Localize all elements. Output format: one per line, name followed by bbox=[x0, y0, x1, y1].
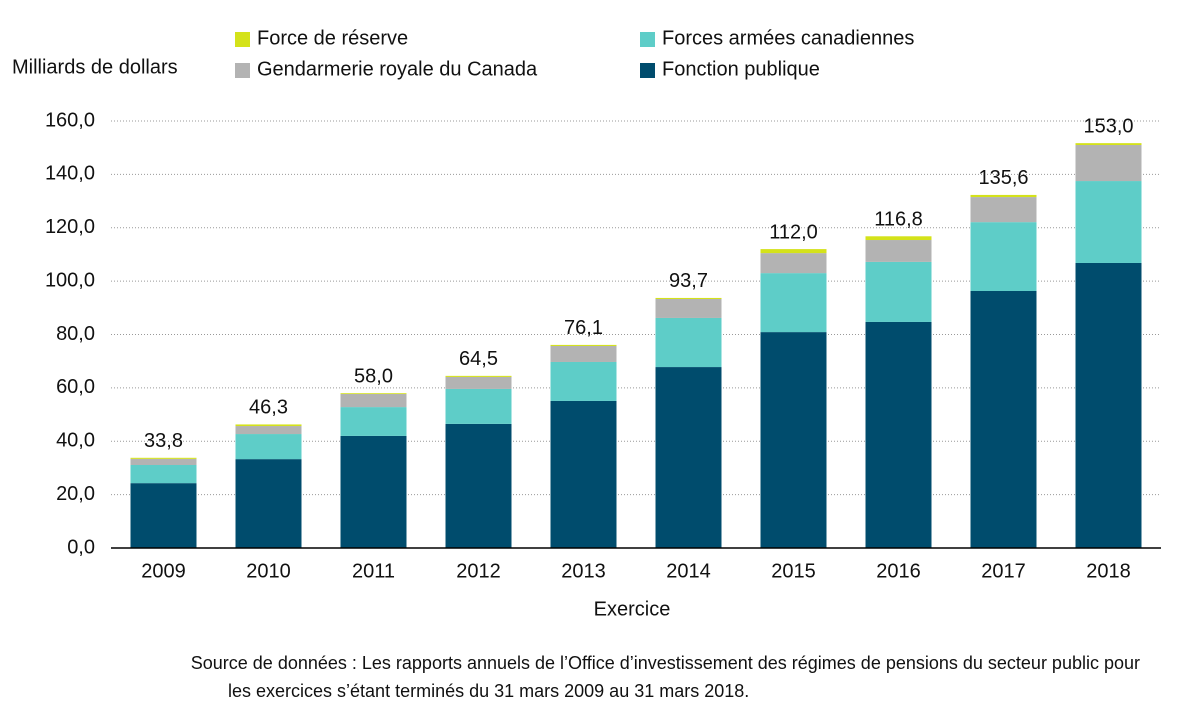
y-tick-label: 0,0 bbox=[67, 536, 95, 558]
legend-swatch bbox=[640, 32, 655, 47]
bar-segment bbox=[1075, 181, 1142, 263]
data-label: 153,0 bbox=[1083, 115, 1133, 137]
bar-segment bbox=[655, 299, 722, 318]
data-label: 76,1 bbox=[564, 317, 603, 339]
bar-segment bbox=[655, 297, 722, 300]
bar-segment bbox=[1075, 145, 1142, 182]
y-axis-label: Milliards de dollars bbox=[12, 56, 178, 78]
x-tick-label: 2012 bbox=[456, 560, 501, 582]
bar-segment bbox=[970, 222, 1037, 291]
data-label: 46,3 bbox=[249, 397, 288, 419]
bar-segment bbox=[970, 290, 1037, 548]
data-label: 58,0 bbox=[354, 365, 393, 387]
legend-swatch bbox=[235, 32, 250, 47]
bar-segment bbox=[235, 424, 302, 427]
bar-segment bbox=[655, 367, 722, 548]
bar-segment bbox=[1075, 143, 1142, 146]
bar-segment bbox=[235, 426, 302, 435]
bar-segment bbox=[235, 434, 302, 460]
y-tick-label: 100,0 bbox=[45, 269, 95, 291]
x-tick-label: 2017 bbox=[981, 560, 1026, 582]
legend-label: Fonction publique bbox=[662, 58, 820, 80]
bar-segment bbox=[865, 321, 932, 548]
bar-segment bbox=[550, 400, 617, 548]
x-tick-label: 2010 bbox=[246, 560, 291, 582]
data-label: 116,8 bbox=[874, 209, 923, 231]
x-axis-label: Exercice bbox=[594, 598, 671, 620]
y-tick-label: 40,0 bbox=[56, 430, 95, 452]
legend-swatch bbox=[640, 63, 655, 78]
bar-segment bbox=[760, 273, 827, 333]
y-tick-label: 160,0 bbox=[45, 109, 95, 131]
x-tick-label: 2014 bbox=[666, 560, 711, 582]
legend-label: Force de réserve bbox=[257, 27, 408, 49]
bar-segment bbox=[340, 393, 407, 395]
x-tick-label: 2018 bbox=[1086, 560, 1131, 582]
bar-segment bbox=[130, 465, 197, 484]
y-tick-label: 140,0 bbox=[45, 163, 95, 185]
bar-segment bbox=[130, 458, 197, 466]
bar-segment bbox=[550, 361, 617, 401]
bar-segment bbox=[445, 423, 512, 548]
x-tick-label: 2015 bbox=[771, 560, 816, 582]
legend-swatch bbox=[235, 63, 250, 78]
bar-segment bbox=[760, 249, 827, 254]
bar-segment bbox=[970, 194, 1037, 198]
source-note: Source de données : Les rapports annuels… bbox=[191, 653, 1140, 673]
bar-segment bbox=[655, 317, 722, 368]
data-label: 33,8 bbox=[144, 430, 183, 452]
source-note: les exercices s’étant terminés du 31 mar… bbox=[228, 681, 749, 701]
y-tick-label: 120,0 bbox=[45, 216, 95, 238]
data-label: 93,7 bbox=[669, 270, 708, 292]
legend-label: Gendarmerie royale du Canada bbox=[257, 58, 538, 80]
legend-label: Forces armées canadiennes bbox=[662, 27, 914, 49]
bar-segment bbox=[340, 394, 407, 408]
bar-segment bbox=[340, 435, 407, 548]
bar-segment bbox=[445, 376, 512, 389]
bar-segment bbox=[235, 459, 302, 548]
data-label: 64,5 bbox=[459, 348, 498, 370]
bar-segment bbox=[340, 407, 407, 436]
bar-segment bbox=[445, 388, 512, 424]
bar-segment bbox=[760, 332, 827, 548]
bar-segment bbox=[865, 236, 932, 241]
bar-segment bbox=[445, 375, 512, 377]
x-tick-label: 2013 bbox=[561, 560, 606, 582]
data-label: 112,0 bbox=[769, 221, 818, 243]
x-tick-label: 2009 bbox=[141, 560, 186, 582]
bar-segment bbox=[865, 261, 932, 322]
bar-segment bbox=[130, 483, 197, 548]
y-tick-label: 60,0 bbox=[56, 376, 95, 398]
bar-segment bbox=[1075, 262, 1142, 548]
bar-segment bbox=[760, 253, 827, 274]
bar-segment bbox=[550, 344, 617, 346]
bar-segment bbox=[550, 345, 617, 362]
data-label: 135,6 bbox=[978, 167, 1028, 189]
y-tick-label: 20,0 bbox=[56, 483, 95, 505]
bar-segment bbox=[970, 197, 1037, 223]
bar-segment bbox=[865, 240, 932, 262]
bar-segment bbox=[130, 457, 197, 459]
y-tick-label: 80,0 bbox=[56, 323, 95, 345]
x-tick-label: 2011 bbox=[352, 560, 395, 582]
x-tick-label: 2016 bbox=[876, 560, 921, 582]
